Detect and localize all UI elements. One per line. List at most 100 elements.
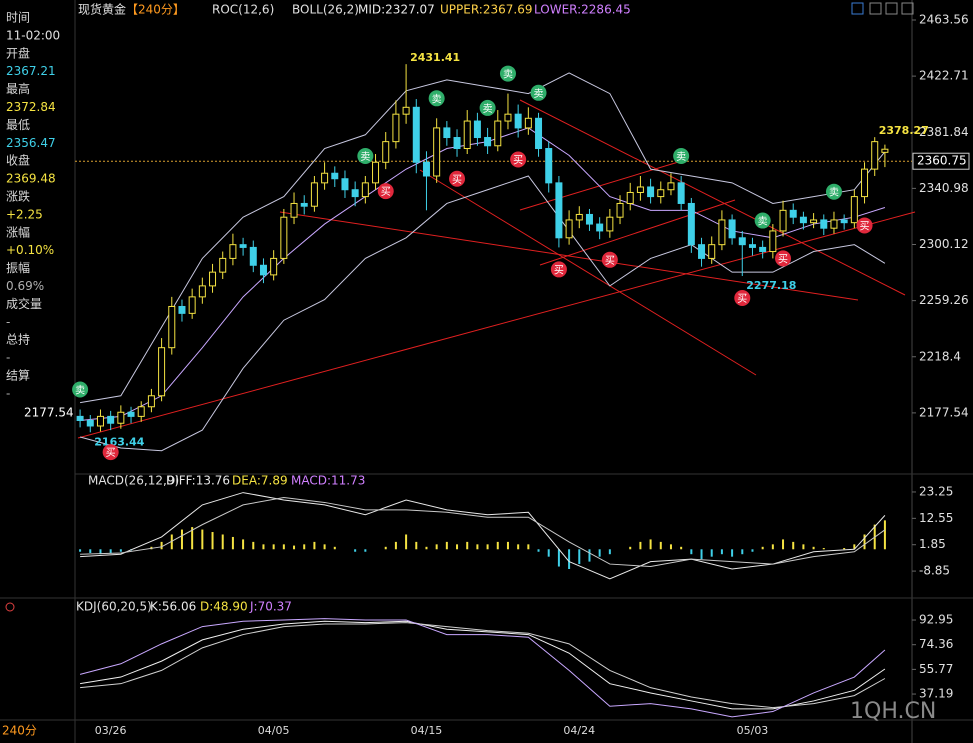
macd-bar bbox=[293, 545, 296, 550]
macd-bar bbox=[506, 541, 509, 550]
candle-body bbox=[575, 213, 583, 221]
candle-body bbox=[188, 296, 196, 314]
candle-body bbox=[168, 305, 176, 349]
toolbar-icons[interactable] bbox=[851, 2, 914, 15]
x-tick-label: 05/03 bbox=[737, 724, 769, 737]
sell-signal bbox=[530, 84, 547, 101]
candle-body bbox=[117, 411, 125, 424]
signal-label: 卖 bbox=[483, 103, 493, 115]
macd-bar bbox=[303, 544, 306, 550]
macd-bar bbox=[659, 541, 662, 550]
candle-body bbox=[779, 209, 787, 232]
buy-signal bbox=[510, 151, 527, 168]
candle-body bbox=[361, 182, 369, 198]
panel-value: DIFF:13.76 bbox=[166, 474, 230, 488]
info-label: 涨幅 bbox=[6, 224, 30, 239]
macd-bar bbox=[629, 546, 632, 550]
icon[interactable] bbox=[901, 2, 914, 15]
macd-bar bbox=[741, 549, 744, 555]
macd-bar bbox=[323, 544, 326, 550]
candle-body bbox=[422, 161, 430, 177]
high-label: 2431.41 bbox=[410, 51, 460, 64]
candle-body bbox=[789, 209, 797, 218]
low-label: 2277.18 bbox=[746, 279, 796, 292]
candle-body bbox=[372, 161, 380, 184]
buy-signal bbox=[734, 290, 751, 307]
macd-bar bbox=[180, 529, 183, 550]
indicator[interactable]: ROC(12,6) bbox=[212, 3, 274, 17]
icon[interactable] bbox=[885, 2, 898, 15]
indicator[interactable]: BOLL(26,2) bbox=[292, 3, 359, 17]
macd-bar bbox=[221, 534, 224, 550]
icon[interactable] bbox=[869, 2, 882, 15]
macd-bar bbox=[547, 549, 550, 557]
macd-bar bbox=[99, 549, 102, 555]
macd-bar bbox=[843, 548, 846, 550]
settings-icon[interactable] bbox=[5, 602, 15, 612]
macd-bar bbox=[517, 544, 520, 550]
info-value: - bbox=[6, 351, 10, 365]
signal-label: 买 bbox=[605, 255, 615, 267]
macd-bar bbox=[649, 539, 652, 550]
candle-body bbox=[341, 178, 349, 191]
period-label[interactable]: 240分 bbox=[2, 724, 37, 738]
y-tick-label: 2218.4 bbox=[919, 349, 961, 363]
buy-signal bbox=[601, 251, 618, 268]
period[interactable]: 【240分】 bbox=[126, 3, 185, 17]
macd-bar bbox=[354, 549, 357, 552]
icon[interactable] bbox=[851, 2, 864, 15]
y-tick-label: 2422.71 bbox=[919, 69, 969, 83]
signal-label: 买 bbox=[737, 293, 747, 305]
candle-body bbox=[657, 189, 665, 198]
macd-bar bbox=[191, 527, 194, 550]
indicator-line bbox=[80, 497, 886, 568]
macd-bar bbox=[863, 534, 866, 550]
trend-line bbox=[539, 199, 736, 266]
macd-bar bbox=[761, 546, 764, 550]
candle-body bbox=[433, 127, 441, 177]
candle-body bbox=[545, 148, 553, 184]
signal-label: 卖 bbox=[75, 385, 85, 397]
candle-body bbox=[392, 113, 400, 143]
candle-body bbox=[636, 186, 644, 193]
macd-bar bbox=[394, 541, 397, 550]
indicator-line bbox=[79, 175, 886, 452]
macd-bar bbox=[568, 549, 571, 569]
signal-label: 卖 bbox=[534, 88, 544, 100]
signal-label: 卖 bbox=[676, 151, 686, 163]
candle-body bbox=[484, 137, 492, 147]
macd-bar bbox=[415, 541, 418, 550]
macd-bar bbox=[771, 544, 774, 550]
buy-signal bbox=[102, 444, 119, 461]
macd-bar bbox=[700, 549, 703, 560]
buy-signal bbox=[775, 250, 792, 267]
macd-bar bbox=[537, 549, 540, 552]
y-tick-label: 74.36 bbox=[919, 637, 953, 651]
candle-body bbox=[443, 127, 451, 139]
macd-bar bbox=[883, 520, 886, 550]
macd-bar bbox=[853, 544, 856, 550]
macd-bar bbox=[527, 544, 530, 550]
left-price-label: 2177.54 bbox=[24, 405, 74, 419]
info-label: 结算 bbox=[6, 368, 30, 383]
macd-bar bbox=[751, 549, 754, 552]
candle-body bbox=[748, 244, 756, 248]
candle-body bbox=[820, 219, 828, 229]
candle-body bbox=[473, 120, 481, 139]
x-tick-label: 04/24 bbox=[563, 724, 595, 737]
macd-bar bbox=[79, 549, 82, 552]
indicator-line bbox=[79, 618, 886, 718]
candle-body bbox=[555, 182, 563, 239]
macd-bar bbox=[170, 534, 173, 550]
macd-bar bbox=[282, 544, 285, 550]
candle-body bbox=[687, 202, 695, 246]
boll-value: LOWER:2286.45 bbox=[534, 3, 631, 17]
x-tick-label: 04/15 bbox=[411, 724, 443, 737]
macd-bar bbox=[384, 546, 387, 550]
y-tick-label: 1.85 bbox=[919, 537, 946, 551]
info-value: 11-02:00 bbox=[6, 28, 60, 42]
macd-bar bbox=[435, 544, 438, 550]
candle-body bbox=[86, 419, 94, 427]
candle-body bbox=[728, 219, 736, 239]
candle-body bbox=[239, 244, 247, 248]
